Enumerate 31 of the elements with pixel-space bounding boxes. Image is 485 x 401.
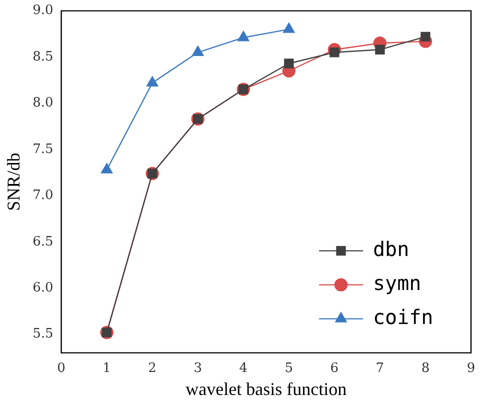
point <box>238 31 250 42</box>
point <box>101 163 113 174</box>
point <box>420 32 430 42</box>
x-tick-label: 5 <box>284 360 294 376</box>
y-tick-label: 7.0 <box>32 188 54 204</box>
point <box>192 46 204 56</box>
x-tick-label: 8 <box>421 360 430 376</box>
y-tick-label: 7.5 <box>32 142 54 157</box>
y-tick-label: 6.5 <box>32 234 54 250</box>
y-tick-label: 8.0 <box>32 96 54 111</box>
x-tick-label: 1 <box>102 360 111 376</box>
x-tick-label: 6 <box>330 360 339 376</box>
y-tick-label: 9.0 <box>32 3 54 18</box>
x-tick-label: 3 <box>194 360 202 376</box>
x-tick-label: 4 <box>239 360 248 376</box>
y-tick-label: 5.5 <box>32 326 54 342</box>
point <box>283 22 295 33</box>
y-axis-title: SNR/db <box>4 152 24 211</box>
x-axis-title: wavelet basis function <box>186 378 347 399</box>
legend-label: symn <box>373 271 422 296</box>
x-tick-label: 0 <box>57 360 66 376</box>
x-tick-label: 7 <box>376 360 384 376</box>
y-tick-label: 8.5 <box>32 49 54 64</box>
x-tick-label: 2 <box>148 360 156 376</box>
point <box>375 44 385 54</box>
x-tick-label: 9 <box>466 360 476 376</box>
y-tick-label: 6.0 <box>32 280 54 296</box>
point <box>146 76 158 86</box>
legend-label: dbn <box>373 237 410 262</box>
point <box>284 58 294 68</box>
legend-label: coifn <box>373 305 434 330</box>
